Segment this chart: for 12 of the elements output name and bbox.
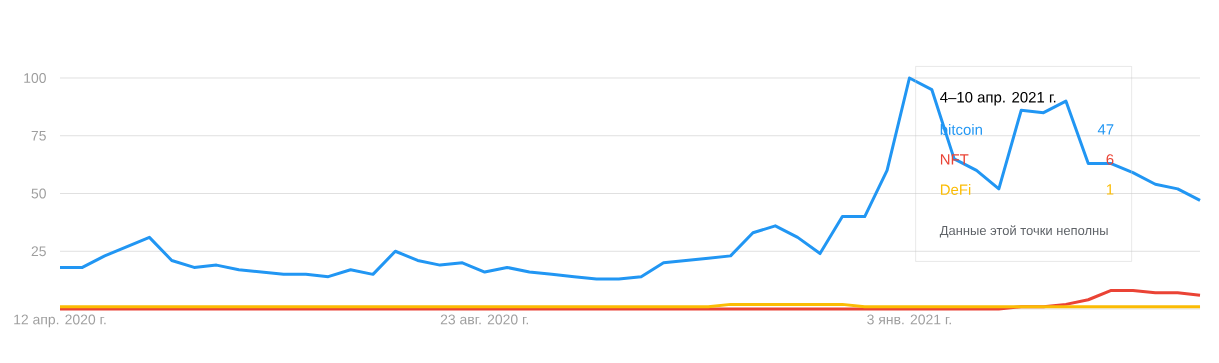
annotation: 47: [1097, 124, 1114, 135]
y-tick-label: 100: [24, 73, 46, 83]
y-tick-label: 50: [31, 188, 46, 199]
x-tick-label: 3 янв. 2021 г.: [867, 314, 951, 325]
x-tick-label: 23 авг. 2020 г.: [440, 314, 529, 325]
y-tick-label: 75: [31, 130, 46, 141]
annotation: Данные этой точки неполны: [939, 225, 1108, 238]
text: DeFi: [940, 183, 971, 195]
annotation: 1: [1106, 184, 1114, 195]
y-tick-label: 25: [31, 246, 46, 257]
x-tick-label: 12 апр. 2020 г.: [14, 314, 106, 328]
annotation: 4–10 апр. 2021 г.: [940, 91, 1056, 106]
